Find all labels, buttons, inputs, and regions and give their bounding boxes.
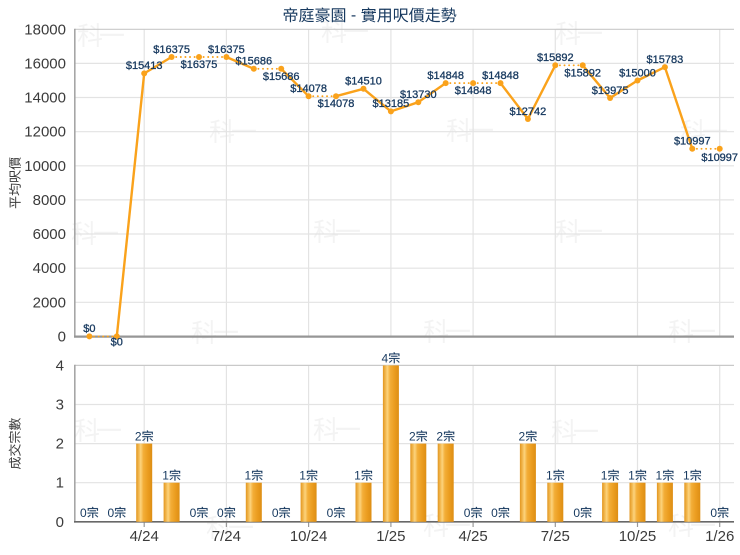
svg-text:1/25: 1/25 xyxy=(376,528,405,545)
svg-text:4/24: 4/24 xyxy=(130,528,159,545)
svg-text:$15892: $15892 xyxy=(564,67,601,79)
svg-text:$13975: $13975 xyxy=(592,85,629,97)
svg-text:18000: 18000 xyxy=(24,21,66,38)
svg-text:0: 0 xyxy=(327,506,334,520)
svg-text:0: 0 xyxy=(190,506,197,520)
svg-text:6000: 6000 xyxy=(33,226,66,243)
svg-text:10000: 10000 xyxy=(24,158,66,175)
svg-text:$13185: $13185 xyxy=(373,98,410,110)
svg-text:12000: 12000 xyxy=(24,124,66,141)
svg-text:0: 0 xyxy=(80,506,87,520)
svg-text:0: 0 xyxy=(491,506,498,520)
svg-text:$15686: $15686 xyxy=(263,71,300,83)
svg-text:$14078: $14078 xyxy=(318,98,355,110)
svg-text:4: 4 xyxy=(382,351,389,365)
svg-text:8000: 8000 xyxy=(33,192,66,209)
svg-text:$15413: $15413 xyxy=(126,60,163,72)
svg-text:1: 1 xyxy=(683,469,690,483)
svg-text:1: 1 xyxy=(628,469,635,483)
svg-text:1: 1 xyxy=(354,469,361,483)
svg-text:4: 4 xyxy=(56,357,64,374)
svg-text:$15000: $15000 xyxy=(619,67,656,79)
svg-text:$0: $0 xyxy=(111,336,123,348)
svg-text:$16375: $16375 xyxy=(153,44,190,56)
svg-text:1/26: 1/26 xyxy=(705,528,734,545)
svg-text:1: 1 xyxy=(656,469,663,483)
svg-text:0: 0 xyxy=(272,506,279,520)
svg-text:0: 0 xyxy=(107,506,114,520)
svg-text:$14510: $14510 xyxy=(345,76,382,88)
svg-text:$0: $0 xyxy=(83,323,95,335)
svg-text:2: 2 xyxy=(56,436,64,453)
svg-text:0: 0 xyxy=(58,328,66,345)
svg-text:$16375: $16375 xyxy=(181,59,218,71)
svg-text:2000: 2000 xyxy=(33,294,66,311)
svg-text:0: 0 xyxy=(710,506,717,520)
svg-text:$13730: $13730 xyxy=(400,89,437,101)
svg-text:1: 1 xyxy=(162,469,169,483)
svg-text:$16375: $16375 xyxy=(208,44,245,56)
svg-text:$14078: $14078 xyxy=(290,83,327,95)
svg-text:7/25: 7/25 xyxy=(541,528,570,545)
svg-text:3: 3 xyxy=(56,397,64,414)
svg-text:0: 0 xyxy=(217,506,224,520)
svg-text:4/25: 4/25 xyxy=(458,528,487,545)
svg-text:10/24: 10/24 xyxy=(290,528,328,545)
svg-text:$15783: $15783 xyxy=(647,54,684,66)
svg-text:2: 2 xyxy=(519,430,526,444)
svg-text:-: - xyxy=(351,7,356,24)
svg-text:2: 2 xyxy=(135,430,142,444)
svg-text:10/25: 10/25 xyxy=(619,528,657,545)
svg-text:$12742: $12742 xyxy=(510,106,547,118)
svg-text:$14848: $14848 xyxy=(427,70,464,82)
svg-text:1: 1 xyxy=(546,469,553,483)
svg-text:14000: 14000 xyxy=(24,90,66,107)
svg-text:4000: 4000 xyxy=(33,260,66,277)
svg-text:7/24: 7/24 xyxy=(212,528,241,545)
svg-text:$14848: $14848 xyxy=(482,70,519,82)
svg-text:1: 1 xyxy=(244,469,251,483)
svg-text:2: 2 xyxy=(409,430,416,444)
svg-text:1: 1 xyxy=(601,469,608,483)
svg-text:0: 0 xyxy=(464,506,471,520)
svg-text:$15686: $15686 xyxy=(235,56,272,68)
svg-text:16000: 16000 xyxy=(24,55,66,72)
svg-text:$14848: $14848 xyxy=(455,85,492,97)
svg-text:0: 0 xyxy=(573,506,580,520)
svg-text:$15892: $15892 xyxy=(537,52,574,64)
svg-text:1: 1 xyxy=(299,469,306,483)
svg-text:0: 0 xyxy=(56,514,64,531)
svg-text:2: 2 xyxy=(436,430,443,444)
svg-text:$10997: $10997 xyxy=(674,136,711,148)
svg-text:$10997: $10997 xyxy=(701,152,738,164)
svg-text:1: 1 xyxy=(56,475,64,492)
